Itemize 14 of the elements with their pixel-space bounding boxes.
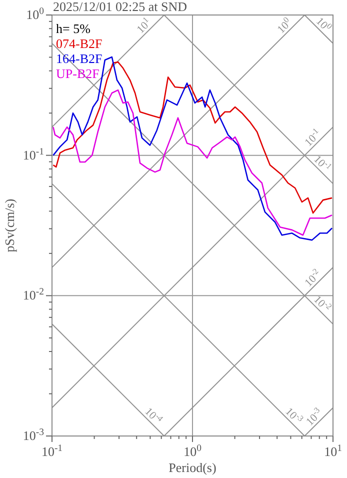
y-tick-label: 10$^{-2}$ [22, 286, 44, 303]
y-tick-label: 10$^{0}$ [26, 6, 44, 22]
series-label: UP-B2F [56, 66, 100, 81]
series-label: 164-B2F [56, 51, 102, 66]
series-label: 074-B2F [56, 36, 102, 51]
y-tick-label: 10$^{-1}$ [22, 146, 44, 162]
y-tick-label: 10$^{-3}$ [22, 426, 44, 443]
legend-title: h= 5% [56, 21, 91, 36]
chart-title: 2025/12/01 02:25 at SND [53, 0, 187, 14]
x-tick-label: 10$^{0}$ [184, 442, 202, 459]
x-axis-title: Period(s) [168, 460, 216, 475]
x-tick-label: 10$^{-1}$ [41, 442, 63, 459]
y-axis-title: pSv(cm/s) [2, 198, 17, 252]
x-tick-label: 10$^{1}$ [324, 442, 342, 459]
